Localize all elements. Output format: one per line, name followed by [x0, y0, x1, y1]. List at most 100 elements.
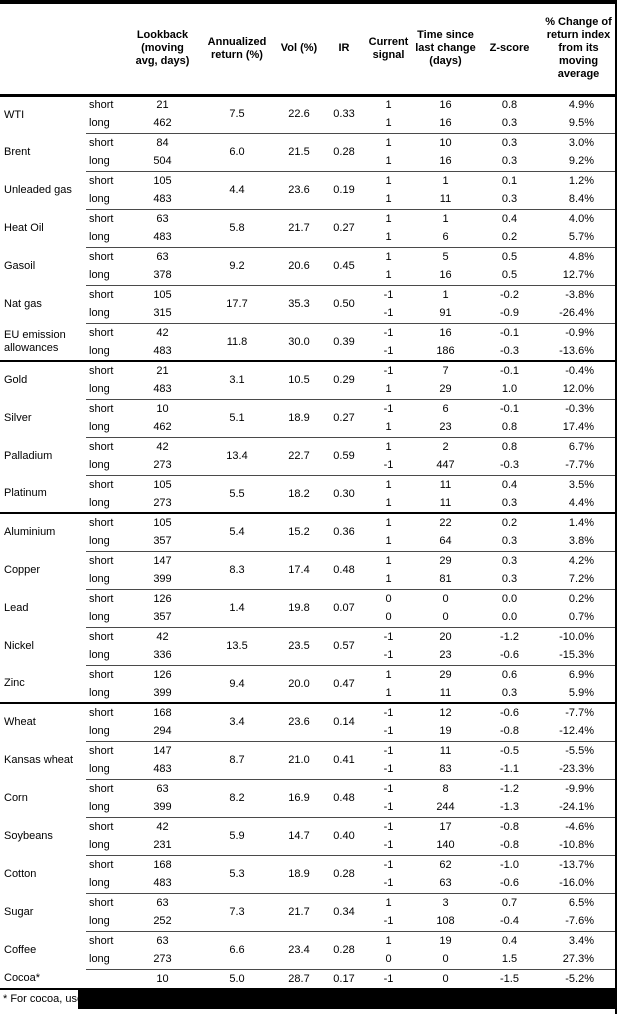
leg-label: short [86, 816, 124, 836]
signal-value: 1 [363, 892, 414, 912]
signal-value: -1 [383, 763, 394, 776]
header-annualized-return: Annualized return (%) [201, 4, 273, 97]
vol-value: 20.6 [273, 246, 325, 285]
pct-change-value: -9.9% [542, 778, 615, 798]
signal-value: -1 [363, 968, 414, 988]
leg-label: short [86, 512, 124, 532]
table-subrow: long 483 -1 186 -0.3 -13.6% [0, 342, 615, 361]
leg-label: long [89, 877, 110, 890]
commodity-name: Cotton [4, 867, 37, 880]
leg-label: short [86, 854, 124, 874]
leg-label: short [86, 702, 124, 722]
leg-label: long [89, 953, 110, 966]
pct-change-value: -0.9% [542, 322, 615, 342]
ir-value: 0.17 [325, 968, 363, 988]
lookback-value: 462 [153, 421, 172, 434]
leg-label: short [86, 930, 124, 950]
zscore-value: -0.6 [500, 649, 519, 662]
leg-label: long [89, 344, 110, 357]
lookback-value: 10 [124, 968, 201, 988]
table-row: Palladium short 42 13.4 22.7 0.59 1 2 0.8 6.7% [0, 436, 615, 475]
leg-label: long [89, 725, 110, 738]
time-since-value: 0 [442, 953, 449, 966]
pct-change-value: -23.3% [559, 763, 594, 776]
signal-value: 1 [363, 436, 414, 456]
pct-change-value: -7.7% [542, 702, 615, 722]
lookback-value: 147 [124, 550, 201, 570]
time-since-value: 10 [414, 132, 477, 152]
zscore-value: 0.5 [501, 269, 518, 282]
annualized-return-value: 13.5 [201, 626, 273, 665]
commodity-name: Copper [4, 563, 41, 576]
signal-value: 1 [385, 535, 392, 548]
table-subrow: long 483 -1 63 -0.6 -16.0% [0, 874, 615, 893]
vol-value: 20.0 [273, 664, 325, 703]
pct-change-value: -0.3% [542, 398, 615, 418]
signal-value: 1 [363, 94, 414, 114]
table-subrow: long 399 -1 244 -1.3 -24.1% [0, 798, 615, 817]
lookback-value: 336 [153, 649, 172, 662]
leg-label: long [89, 686, 110, 699]
time-since-value: 11 [439, 193, 452, 206]
pct-change-value: -10.0% [542, 626, 615, 646]
zscore-value: 0.8 [477, 436, 542, 456]
lookback-value: 357 [153, 535, 172, 548]
annualized-return-value: 6.6 [201, 930, 273, 969]
lookback-value: 168 [124, 702, 201, 722]
lookback-value: 42 [124, 436, 201, 456]
header-vol: Vol (%) [273, 4, 325, 97]
lookback-value: 147 [124, 740, 201, 760]
pct-change-value: 1.4% [542, 512, 615, 532]
time-since-value: 62 [414, 854, 477, 874]
ir-value: 0.19 [325, 170, 363, 209]
header-pct-change: % Change of return index from its moving… [542, 4, 615, 97]
leg-label: long [89, 496, 110, 509]
pct-change-value: 5.7% [568, 231, 594, 244]
vol-value: 22.6 [273, 94, 325, 133]
time-since-value: 186 [436, 344, 455, 357]
annualized-return-value: 5.5 [201, 474, 273, 513]
table-subrow: long 231 -1 140 -0.8 -10.8% [0, 836, 615, 855]
pct-change-value: 6.9% [542, 664, 615, 684]
table-row: Aluminium short 105 5.4 15.2 0.36 1 22 0.2 1.4% [0, 512, 615, 551]
signal-value: -1 [363, 398, 414, 418]
commodity-name: Gold [0, 360, 86, 399]
leg-label: short [86, 740, 124, 760]
pct-change-value: -7.6% [565, 915, 594, 928]
time-since-value: 3 [414, 892, 477, 912]
annualized-return-value: 17.7 [201, 284, 273, 323]
commodity-name: Coffee [4, 943, 37, 956]
signal-value: -1 [363, 740, 414, 760]
zscore-value: 0.1 [477, 170, 542, 190]
pct-change-value: 4.4% [568, 496, 594, 509]
zscore-value: 0.7 [477, 892, 542, 912]
vol-value: 16.9 [273, 778, 325, 817]
ir-value: 0.28 [325, 132, 363, 171]
lookback-value: 21 [124, 94, 201, 114]
time-since-value: 19 [439, 725, 452, 738]
lookback-value: 63 [124, 208, 201, 228]
lookback-value: 63 [124, 892, 201, 912]
time-since-value: 16 [439, 155, 452, 168]
table-subrow: long 378 1 16 0.5 12.7% [0, 266, 615, 285]
annualized-return-value: 5.8 [201, 208, 273, 247]
signal-value: -1 [383, 725, 394, 738]
commodity-name: Gasoil [4, 259, 36, 272]
signal-value: -1 [383, 839, 394, 852]
signal-value: 1 [363, 474, 414, 494]
signal-value: 0 [385, 611, 392, 624]
commodity-name: Corn [4, 791, 28, 804]
time-since-value: 0 [414, 968, 477, 988]
leg-label: short [86, 626, 124, 646]
leg-label: long [89, 193, 110, 206]
signal-value: 0 [363, 588, 414, 608]
signal-value: 1 [385, 193, 392, 206]
pct-change-value: 12.0% [562, 383, 594, 396]
pct-change-value: 6.7% [542, 436, 615, 456]
lookback-value: 63 [124, 930, 201, 950]
annualized-return-value: 7.3 [201, 892, 273, 931]
table-row: Heat Oil short 63 5.8 21.7 0.27 1 1 0.4 4.0% [0, 208, 615, 247]
table-row: Kansas wheat short 147 8.7 21.0 0.41 -1 11 -0.5-… [0, 740, 615, 779]
redaction-bar [78, 990, 615, 1009]
ir-value: 0.47 [325, 664, 363, 703]
